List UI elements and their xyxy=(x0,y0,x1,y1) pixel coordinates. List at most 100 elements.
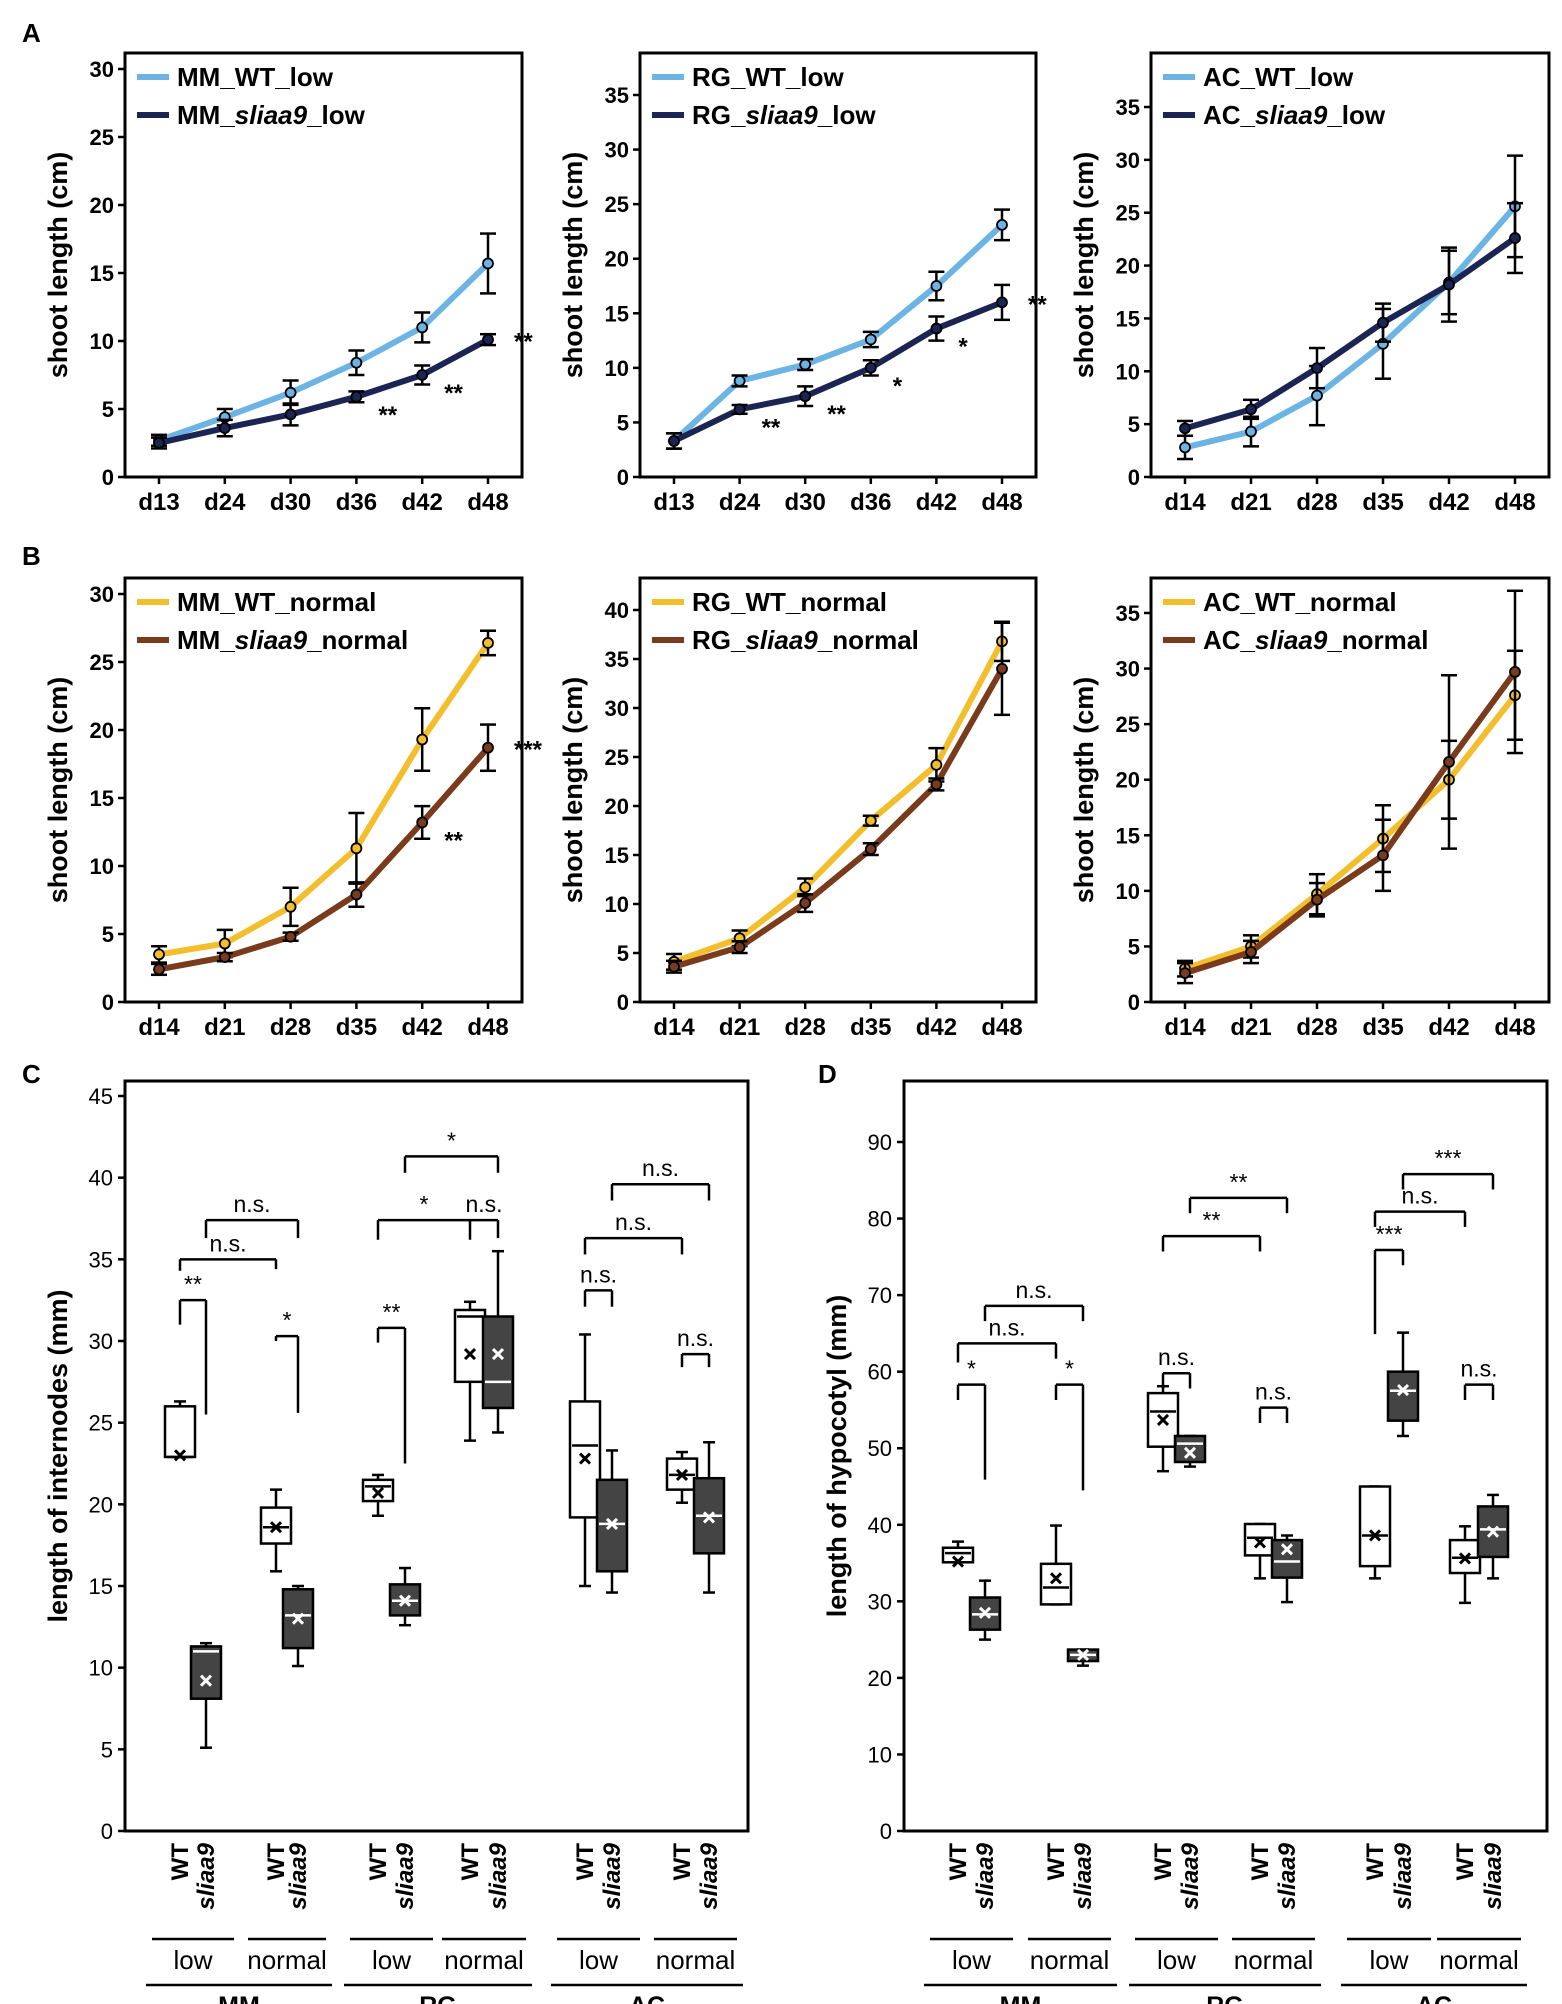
data-point xyxy=(416,321,429,334)
significance-label: ** xyxy=(383,1299,401,1325)
significance-label: n.s. xyxy=(988,1314,1025,1340)
box-mm-normal-sliaa9 xyxy=(1066,1648,1100,1667)
box-ac-normal-wt xyxy=(1448,1525,1482,1605)
box-rg-normal-wt xyxy=(453,1300,487,1442)
y-tick-label: 40 xyxy=(868,1513,892,1538)
y-tick-label: 25 xyxy=(605,745,629,770)
data-point xyxy=(1509,666,1521,678)
significance-label: * xyxy=(420,1191,429,1217)
genotype-label: sliaa9 xyxy=(1070,1842,1097,1909)
legend-text: _low xyxy=(274,62,334,92)
mean-marker xyxy=(491,1348,505,1361)
x-tick-label: d21 xyxy=(204,1014,245,1041)
series-line-AC_sliaa9_low xyxy=(1184,235,1517,432)
plot-frame xyxy=(123,1079,750,1833)
box-ac-low-wt xyxy=(568,1333,602,1588)
x-tick-label: d42 xyxy=(916,1014,957,1041)
y-tick-label: 25 xyxy=(1116,712,1140,737)
series-line-RG_sliaa9_normal xyxy=(673,667,1005,970)
significance-bracket: * xyxy=(274,1307,300,1413)
plot-frame xyxy=(638,576,1038,1004)
y-tick-label: 20 xyxy=(90,718,114,743)
box-body xyxy=(1386,1370,1420,1422)
legend-text: AC_ xyxy=(1203,62,1256,92)
significance-bracket: ** xyxy=(376,1299,407,1464)
legend-text: RG_ xyxy=(692,100,746,130)
data-point xyxy=(996,662,1008,675)
significance-label: *** xyxy=(1376,1221,1403,1247)
y-tick-label: 10 xyxy=(89,1656,113,1681)
legend-text: _normal xyxy=(306,625,408,655)
significance-bracket: *** xyxy=(1373,1221,1405,1335)
genotype-label: WT xyxy=(1150,1843,1177,1881)
y-tick-label: 5 xyxy=(1128,934,1140,959)
box-body xyxy=(1358,1485,1392,1568)
mean-marker xyxy=(675,1468,689,1481)
y-tick-label: 10 xyxy=(1116,879,1140,904)
y-tick-label: 30 xyxy=(605,696,629,721)
legend-entry: AC_WT_normal xyxy=(1203,587,1397,617)
x-tick-label: d35 xyxy=(336,1014,377,1041)
box-mm-normal-wt xyxy=(1039,1524,1073,1606)
mean-marker xyxy=(463,1348,477,1361)
legend-text: AC_ xyxy=(1203,625,1256,655)
data-point xyxy=(799,390,812,403)
legend-text: WT xyxy=(235,587,276,617)
y-tick-label: 5 xyxy=(101,1737,113,1762)
box-ac-low-sliaa9 xyxy=(1386,1331,1420,1438)
chart-b-ac: 0 5 10 15 20 25 30 35 d14 d21 d28 d35 d42 d48 shoot le… xyxy=(1069,576,1551,1041)
legend-entry: MM_WT_low xyxy=(177,62,334,92)
data-point xyxy=(864,843,877,856)
series-line-MM_WT_normal xyxy=(158,641,491,958)
mean-marker xyxy=(199,1674,213,1687)
significance-label: n.s. xyxy=(580,1261,617,1287)
series-line-MM_sliaa9_low xyxy=(158,336,490,446)
mean-marker xyxy=(173,1449,187,1462)
genotype-label: WT xyxy=(365,1843,392,1881)
legend-entry: MM_WT_normal xyxy=(177,587,376,617)
mean-marker xyxy=(605,1517,619,1530)
genotype-label: sliaa9 xyxy=(1274,1842,1301,1909)
significance-label: n.s. xyxy=(1255,1379,1292,1405)
x-tick-label: d35 xyxy=(1362,489,1403,516)
data-point xyxy=(218,937,231,950)
genotype-label: sliaa9 xyxy=(599,1842,626,1909)
condition-label: low xyxy=(1157,1945,1196,1975)
y-tick-label: 20 xyxy=(868,1666,892,1691)
mean-marker xyxy=(1280,1543,1294,1556)
significance-label: * xyxy=(967,1356,976,1382)
box-mm-low-wt xyxy=(941,1540,975,1568)
data-point xyxy=(864,814,877,827)
data-point xyxy=(1245,403,1257,416)
chart-a-rg: 0 5 10 15 20 25 30 35 d13 d24 d30 d36 d42 d48 shoot le… xyxy=(558,51,1047,516)
data-point xyxy=(284,386,297,399)
significance-label: * xyxy=(958,334,968,361)
box-mm-normal-wt xyxy=(259,1488,293,1573)
legend-text: sliaa9 xyxy=(1255,625,1328,655)
significance-label: *** xyxy=(1435,1145,1462,1171)
data-point xyxy=(668,960,680,973)
genotype-label: sliaa9 xyxy=(485,1842,512,1909)
legend-text: AC_ xyxy=(1203,587,1256,617)
data-point xyxy=(416,816,429,829)
data-point xyxy=(733,941,746,954)
data-point xyxy=(482,741,494,754)
x-tick-label: d35 xyxy=(850,1014,891,1041)
box-rg-low-sliaa9 xyxy=(388,1566,422,1627)
genotype-label: sliaa9 xyxy=(1390,1842,1417,1909)
series-line-RG_WT_low xyxy=(671,222,1005,444)
x-tick-label: d36 xyxy=(336,489,377,516)
significance-label: ** xyxy=(184,1271,202,1297)
data-point xyxy=(930,322,943,335)
panel-letter-b: B xyxy=(22,541,41,571)
genotype-label: sliaa9 xyxy=(972,1842,999,1909)
significance-label: n.s. xyxy=(677,1325,714,1351)
legend-text: _normal xyxy=(817,625,919,655)
y-tick-label: 0 xyxy=(617,990,629,1015)
significance-bracket: *** xyxy=(1401,1145,1495,1190)
box-body xyxy=(481,1315,515,1410)
y-tick-label: 10 xyxy=(868,1742,892,1767)
box-mm-low-sliaa9 xyxy=(968,1579,1002,1641)
